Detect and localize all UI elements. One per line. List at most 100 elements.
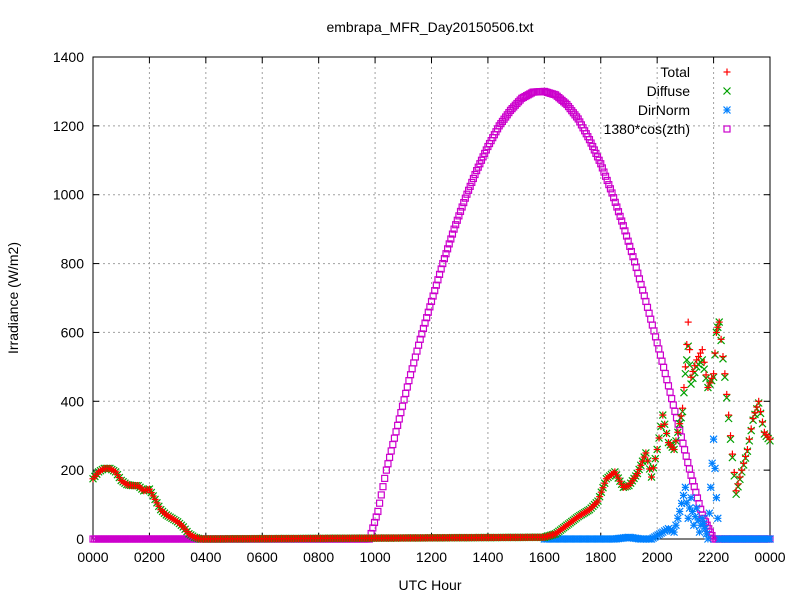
data-point (648, 473, 656, 481)
data-point (706, 379, 714, 387)
data-point (597, 160, 605, 168)
data-point (585, 506, 593, 514)
x-tick-label: 0400 (190, 549, 221, 565)
data-point (442, 250, 450, 258)
data-point (701, 524, 710, 533)
data-point (655, 434, 663, 442)
data-point (691, 362, 699, 370)
data-point (614, 208, 623, 216)
data-point (675, 507, 684, 516)
x-tick-label: 0000 (77, 549, 108, 565)
data-point (598, 164, 606, 172)
data-point (592, 499, 600, 507)
data-point (710, 370, 718, 378)
data-point (712, 328, 720, 336)
data-point (717, 335, 725, 343)
data-point (445, 240, 453, 248)
data-point (589, 502, 597, 510)
data-point (649, 464, 657, 472)
data-point (702, 529, 711, 538)
data-point (670, 528, 679, 537)
x-tick-label: 2000 (642, 549, 673, 565)
y-tick-label: 200 (61, 462, 85, 478)
data-point (721, 370, 729, 378)
x-tick-label: 1400 (472, 549, 503, 565)
data-point (637, 461, 645, 469)
data-point (633, 470, 641, 478)
data-point (594, 497, 602, 505)
x-tick-label: 2200 (698, 549, 729, 565)
legend-marker (723, 125, 731, 133)
data-point (456, 207, 465, 216)
data-point (709, 435, 718, 444)
data-point (687, 380, 695, 388)
data-point (670, 445, 678, 453)
data-point (758, 418, 766, 426)
data-point (591, 501, 599, 509)
data-point (715, 318, 723, 326)
data-point (680, 384, 688, 392)
data-point (755, 397, 763, 405)
y-axis-ticks: 0 200 400 600 800 1000 1200 1400 (53, 49, 770, 547)
data-point (766, 435, 774, 443)
data-point (657, 423, 665, 431)
data-point (439, 259, 447, 268)
data-point (676, 420, 684, 428)
data-point (463, 190, 471, 198)
data-point (687, 493, 695, 502)
data-point (661, 420, 669, 428)
data-point (674, 428, 682, 436)
data-point (453, 216, 461, 224)
data-point (704, 535, 712, 543)
data-point (712, 493, 721, 502)
x-tick-label: 0600 (247, 549, 278, 565)
data-point (705, 509, 714, 518)
data-point (613, 471, 621, 479)
data-point (629, 253, 637, 261)
data-point (677, 412, 685, 420)
data-point (689, 367, 697, 375)
data-point (686, 346, 694, 354)
data-point (381, 474, 389, 483)
data-point (766, 535, 774, 543)
data-point (682, 356, 691, 364)
legend-marker (723, 68, 731, 76)
data-point (599, 484, 607, 492)
data-point (714, 323, 722, 331)
data-point (681, 363, 689, 371)
data-point (684, 342, 693, 351)
series-total (89, 318, 774, 543)
x-tick-label: 0800 (303, 549, 334, 565)
data-point (379, 483, 387, 491)
legend-marker (723, 87, 731, 95)
data-point (680, 388, 688, 397)
data-point (683, 340, 691, 348)
data-point (653, 445, 661, 453)
data-point (747, 425, 755, 433)
data-point (700, 358, 708, 366)
data-point (725, 411, 733, 419)
data-point (698, 514, 707, 523)
data-point (622, 232, 631, 240)
data-point (738, 466, 746, 474)
data-point (640, 453, 648, 461)
data-point (608, 189, 616, 197)
data-point (635, 465, 643, 473)
data-point (692, 504, 701, 512)
data-point (679, 491, 688, 500)
data-point (684, 514, 693, 523)
y-tick-label: 600 (61, 324, 85, 340)
data-point (450, 225, 458, 233)
data-point (727, 432, 735, 440)
data-point (460, 198, 468, 207)
y-tick-label: 0 (76, 531, 84, 547)
chart-title: embrapa_MFR_Day20150506.txt (326, 19, 533, 35)
data-point (742, 452, 750, 460)
data-point (614, 474, 622, 482)
data-point (600, 168, 608, 176)
data-point (597, 488, 605, 496)
data-point (706, 483, 715, 492)
data-point (672, 437, 680, 445)
